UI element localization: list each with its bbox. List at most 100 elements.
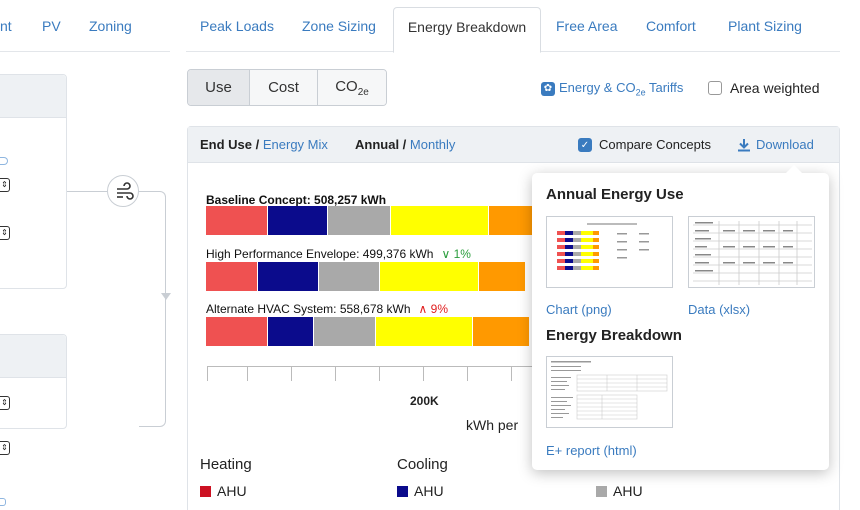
- chart-thumbnail[interactable]: [546, 216, 673, 288]
- annual-option[interactable]: Annual: [355, 137, 400, 152]
- area-weighted-checkbox[interactable]: [708, 81, 722, 95]
- left-tab-bar: nt PV Zoning: [0, 0, 170, 52]
- x-tick: [291, 367, 292, 381]
- tab-zone-sizing[interactable]: Zone Sizing: [302, 18, 376, 34]
- tab-energy-breakdown[interactable]: Energy Breakdown: [393, 7, 541, 53]
- report-thumbnail[interactable]: [546, 356, 673, 428]
- stacked-bar-hvac[interactable]: [206, 317, 530, 346]
- toggle-icon[interactable]: [0, 498, 6, 506]
- end-use-option[interactable]: End Use: [200, 137, 253, 152]
- tariffs-subscript: 2e: [635, 87, 646, 98]
- stepper-icon[interactable]: ⇕: [0, 396, 10, 410]
- workflow-panel-top: [0, 74, 67, 289]
- menu-section-breakdown: Energy Breakdown: [546, 327, 682, 344]
- stepper-icon[interactable]: ⇕: [0, 178, 10, 192]
- tab-comfort[interactable]: Comfort: [646, 18, 696, 34]
- bar-segment[interactable]: [268, 317, 314, 346]
- bar-segment[interactable]: [268, 206, 328, 235]
- stacked-bar-envelope[interactable]: [206, 262, 526, 291]
- arrow-down-icon: [161, 293, 171, 300]
- workflow-panel-bottom: [0, 334, 67, 429]
- tab-zoning[interactable]: Zoning: [89, 18, 132, 34]
- bar-segment[interactable]: [380, 262, 479, 291]
- area-weighted-toggle[interactable]: Area weighted: [708, 80, 820, 96]
- bar-segment[interactable]: [206, 206, 268, 235]
- series-label-text: Alternate HVAC System: 558,678 kWh: [206, 302, 411, 316]
- legend-swatch: [397, 485, 408, 497]
- bar-segment[interactable]: [376, 317, 473, 346]
- bar-segment[interactable]: [206, 317, 268, 346]
- fan-icon[interactable]: [107, 175, 139, 207]
- separator: /: [399, 137, 410, 152]
- tab-partial[interactable]: nt: [0, 18, 12, 34]
- series-label-text: Baseline Concept: 508,257 kWh: [206, 193, 387, 207]
- segment-use[interactable]: Use: [188, 70, 250, 105]
- bar-segment[interactable]: [319, 262, 380, 291]
- bar-segment[interactable]: [314, 317, 376, 346]
- chart-card-header: End Use / Energy Mix Annual / Monthly ✓ …: [188, 127, 839, 163]
- bar-segment[interactable]: [206, 262, 258, 291]
- tab-energy-breakdown-label: Energy Breakdown: [407, 19, 527, 35]
- legend-swatch: [596, 485, 607, 497]
- tariffs-label: Energy & CO2e Tariffs: [559, 80, 683, 98]
- data-xlsx-link[interactable]: Data (xlsx): [688, 302, 751, 317]
- segment-cost[interactable]: Cost: [250, 70, 318, 105]
- eplus-report-link[interactable]: E+ report (html): [546, 443, 637, 458]
- legend-item[interactable]: AHU: [397, 483, 444, 499]
- series-label-text: High Performance Envelope: 499,376 kWh: [206, 247, 434, 261]
- x-tick: [247, 367, 248, 381]
- compare-concepts-toggle[interactable]: ✓ Compare Concepts: [578, 137, 711, 152]
- segment-co2-label: CO2e: [335, 78, 369, 98]
- workflow-panel-top-header: [0, 75, 66, 118]
- monthly-option[interactable]: Monthly: [409, 137, 456, 152]
- separator: /: [252, 137, 263, 152]
- stacked-bar-baseline[interactable]: [206, 206, 536, 235]
- chart-png-link[interactable]: Chart (png): [546, 302, 612, 317]
- legend-item[interactable]: AHU: [596, 483, 643, 499]
- bar-segment[interactable]: [328, 206, 391, 235]
- gear-icon: ✿: [541, 81, 555, 96]
- bar-segment[interactable]: [258, 262, 319, 291]
- download-button[interactable]: Download: [737, 137, 814, 152]
- series-label-hvac: Alternate HVAC System: 558,678 kWh ∧ 9%: [206, 302, 448, 316]
- tariffs-text-end: Tariffs: [645, 80, 684, 95]
- x-axis: [207, 366, 537, 382]
- legend-item-label: AHU: [414, 483, 444, 499]
- bar-segment[interactable]: [473, 317, 530, 346]
- tab-plant-sizing[interactable]: Plant Sizing: [728, 18, 802, 34]
- bar-segment[interactable]: [479, 262, 526, 291]
- co2-text: CO: [335, 77, 358, 95]
- tab-free-area[interactable]: Free Area: [556, 18, 618, 34]
- data-thumbnail[interactable]: [688, 216, 815, 288]
- segment-use-label: Use: [205, 79, 232, 96]
- tab-peak-loads[interactable]: Peak Loads: [200, 18, 274, 34]
- bar-segment[interactable]: [489, 206, 536, 235]
- x-axis-title: kWh per: [466, 417, 519, 433]
- compare-concepts-label: Compare Concepts: [599, 137, 711, 152]
- bar-segment[interactable]: [391, 206, 489, 235]
- x-tick: [335, 367, 336, 381]
- tab-pv[interactable]: PV: [42, 18, 61, 34]
- stepper-icon[interactable]: ⇕: [0, 441, 10, 455]
- tariffs-text: Energy & CO: [559, 80, 636, 95]
- download-menu: Annual Energy Use: [532, 165, 829, 470]
- delta-badge: ∧ 9%: [418, 302, 449, 316]
- download-icon: [738, 138, 750, 151]
- workflow-panel-bottom-header: [0, 335, 66, 378]
- menu-section-annual: Annual Energy Use: [546, 186, 684, 203]
- check-icon[interactable]: ✓: [578, 137, 592, 152]
- energy-mix-option[interactable]: Energy Mix: [262, 137, 328, 152]
- stepper-icon[interactable]: ⇕: [0, 226, 10, 240]
- segment-co2[interactable]: CO2e: [318, 70, 386, 105]
- x-tick: [467, 367, 468, 381]
- toggle-icon[interactable]: [0, 157, 8, 165]
- period-selector: Annual / Monthly: [355, 137, 455, 152]
- legend-item-label: AHU: [217, 483, 247, 499]
- metric-segmented-control: Use Cost CO2e: [187, 69, 387, 106]
- delta-value: 1%: [453, 247, 471, 261]
- x-tick: [423, 367, 424, 381]
- x-tick-label: 200K: [410, 394, 439, 408]
- legend-item[interactable]: AHU: [200, 483, 247, 499]
- tariffs-link[interactable]: ✿ Energy & CO2e Tariffs: [541, 80, 683, 98]
- legend-swatch: [200, 485, 211, 497]
